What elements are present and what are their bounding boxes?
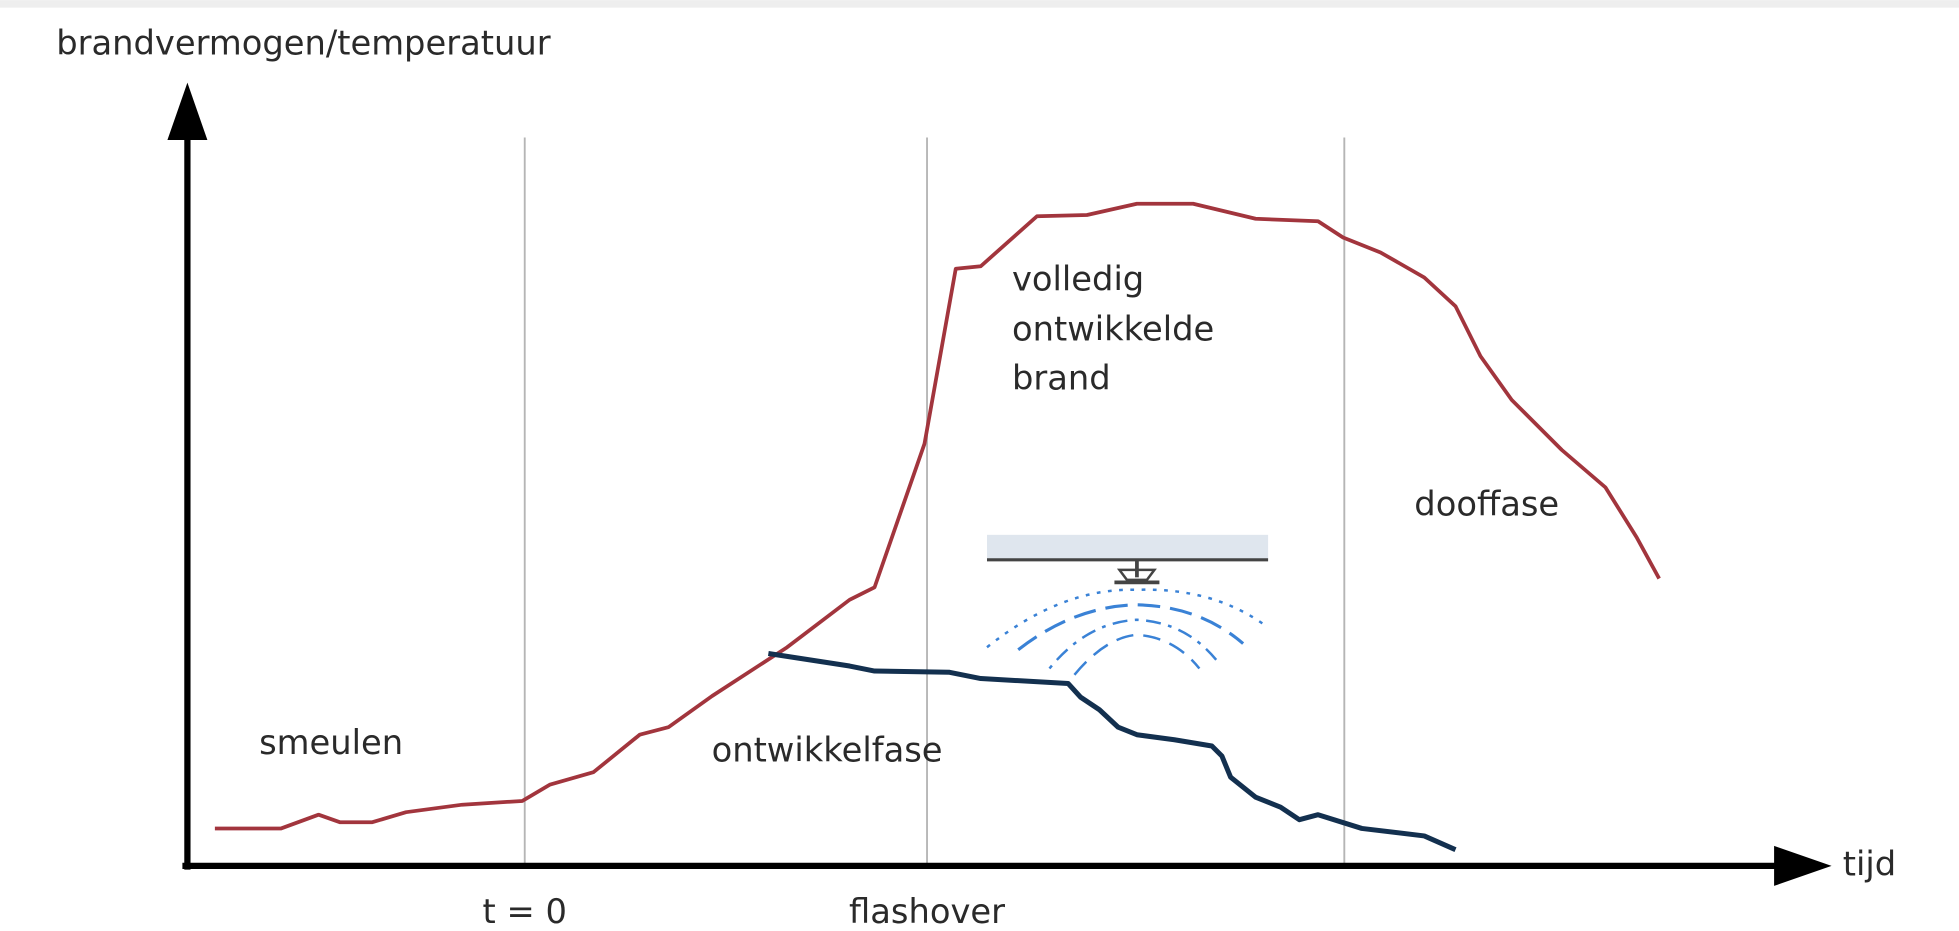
x-axis-label: tijd bbox=[1843, 844, 1896, 883]
phase-label: brand bbox=[1012, 358, 1111, 397]
phase-label: ontwikkelde bbox=[1012, 310, 1214, 349]
marker-label: flashover bbox=[849, 892, 1005, 931]
fire-curve-diagram: brandvermogen/temperatuur tijd t = 0 fla… bbox=[0, 0, 1959, 931]
page: brandvermogen/temperatuur tijd t = 0 fla… bbox=[0, 0, 1959, 931]
y-axis-label: brandvermogen/temperatuur bbox=[56, 24, 550, 63]
phase-label: dooffase bbox=[1414, 485, 1559, 524]
top-border bbox=[0, 0, 1959, 7]
phase-label: smeulen bbox=[259, 723, 403, 762]
phase-label: ontwikkelfase bbox=[712, 731, 943, 770]
marker-label: t = 0 bbox=[483, 892, 567, 931]
background bbox=[0, 0, 1959, 931]
phase-label: volledig bbox=[1012, 260, 1144, 299]
